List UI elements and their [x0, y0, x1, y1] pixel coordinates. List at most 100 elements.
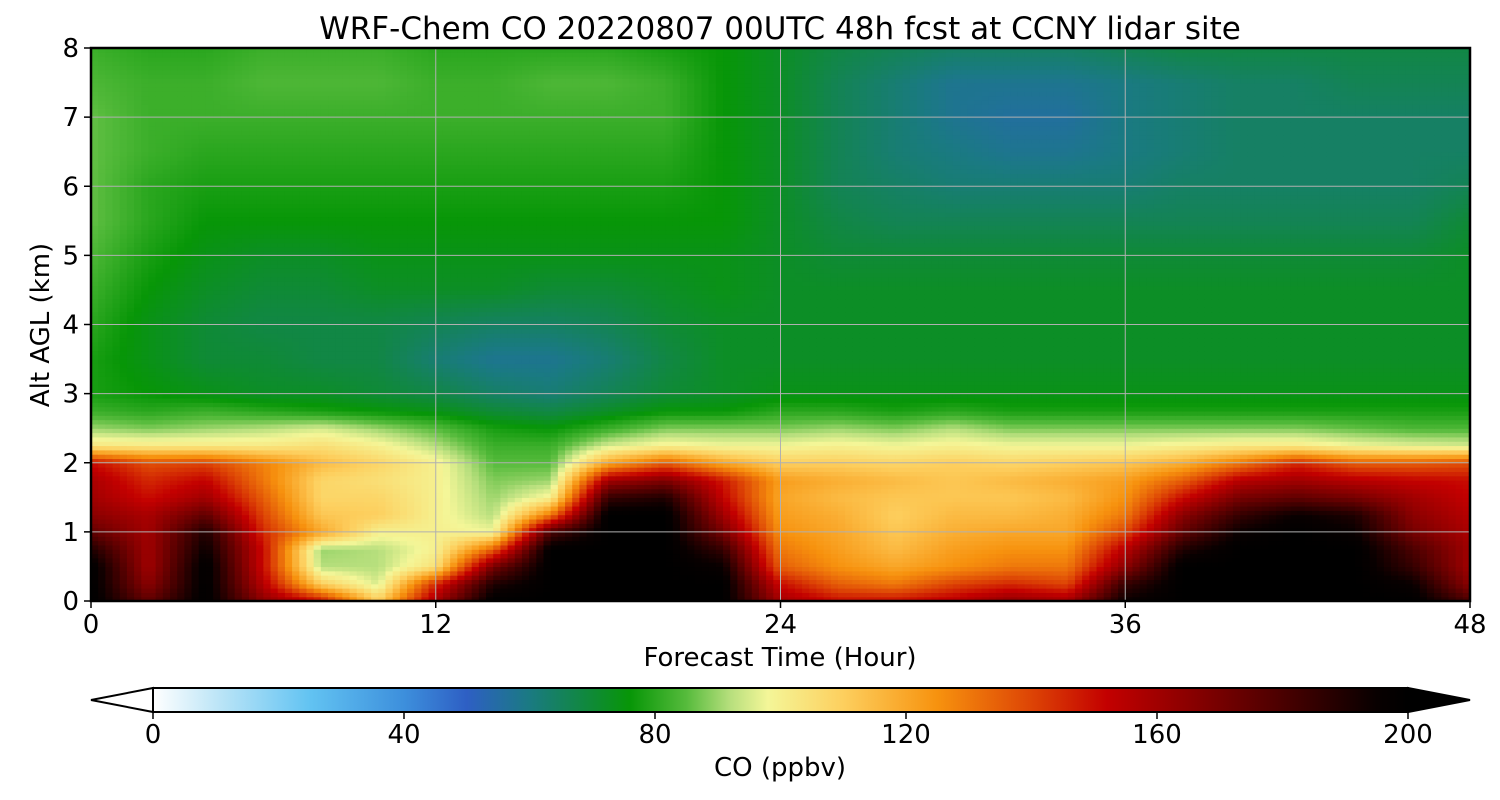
co-cell	[443, 541, 451, 546]
co-cell	[1240, 506, 1248, 511]
co-cell	[917, 558, 925, 563]
co-cell	[357, 553, 365, 558]
co-cell	[1197, 541, 1205, 546]
co-cell	[227, 493, 235, 498]
co-cell	[500, 575, 508, 580]
co-cell	[1168, 562, 1176, 567]
co-cell	[450, 515, 458, 520]
co-cell	[1097, 523, 1105, 528]
co-cell	[1003, 553, 1011, 558]
co-cell	[996, 571, 1004, 576]
co-cell	[450, 575, 458, 580]
co-cell	[120, 588, 128, 593]
co-cell	[1039, 549, 1047, 554]
co-cell	[1283, 497, 1291, 502]
co-cell	[299, 545, 307, 550]
co-cell	[1183, 519, 1191, 524]
co-cell	[1413, 536, 1421, 541]
co-cell	[881, 545, 889, 550]
co-cell	[802, 592, 810, 597]
co-cell	[98, 523, 106, 528]
co-cell	[192, 510, 200, 515]
co-cell	[1233, 588, 1241, 593]
co-cell	[256, 532, 264, 537]
co-cell	[529, 553, 537, 558]
co-cell	[508, 541, 516, 546]
co-cell	[299, 515, 307, 520]
co-cell	[508, 497, 516, 502]
co-cell	[773, 541, 781, 546]
co-cell	[263, 541, 271, 546]
co-cell	[493, 588, 501, 593]
co-cell	[781, 502, 789, 507]
co-cell	[723, 549, 731, 554]
co-cell	[1168, 536, 1176, 541]
co-cell	[421, 523, 429, 528]
co-cell	[141, 541, 149, 546]
co-cell	[852, 562, 860, 567]
co-cell	[314, 553, 322, 558]
co-cell	[666, 502, 674, 507]
co-cell	[788, 536, 796, 541]
co-cell	[227, 545, 235, 550]
co-cell	[795, 523, 803, 528]
co-cell	[1377, 545, 1385, 550]
co-cell	[1003, 506, 1011, 511]
co-cell	[1176, 562, 1184, 567]
co-cell	[572, 532, 580, 537]
co-cell	[1118, 549, 1126, 554]
co-cell	[579, 549, 587, 554]
co-cell	[903, 541, 911, 546]
co-cell	[177, 502, 185, 507]
co-cell	[709, 489, 717, 494]
co-cell	[680, 588, 688, 593]
co-cell	[472, 536, 480, 541]
co-cell	[1068, 502, 1076, 507]
co-cell	[98, 484, 106, 489]
co-cell	[773, 532, 781, 537]
co-cell	[615, 592, 623, 597]
co-cell	[120, 592, 128, 597]
co-cell	[184, 523, 192, 528]
co-cell	[1398, 575, 1406, 580]
co-cell	[1420, 575, 1428, 580]
co-cell	[1369, 584, 1377, 589]
co-cell	[148, 545, 156, 550]
co-cell	[903, 579, 911, 584]
co-cell	[680, 571, 688, 576]
co-cell	[342, 519, 350, 524]
co-cell	[666, 541, 674, 546]
co-cell	[637, 519, 645, 524]
co-cell	[1082, 592, 1090, 597]
co-cell	[364, 562, 372, 567]
co-cell	[1104, 571, 1112, 576]
co-cell	[1413, 588, 1421, 593]
co-cell	[1226, 497, 1234, 502]
co-cell	[601, 541, 609, 546]
co-cell	[256, 493, 264, 498]
co-cell	[615, 523, 623, 528]
co-cell	[213, 493, 221, 498]
co-cell	[845, 584, 853, 589]
co-cell	[98, 532, 106, 537]
co-cell	[1025, 519, 1033, 524]
co-cell	[960, 532, 968, 537]
co-cell	[342, 571, 350, 576]
co-cell	[666, 588, 674, 593]
co-cell	[881, 541, 889, 546]
co-cell	[1025, 558, 1033, 563]
co-cell	[235, 588, 243, 593]
co-cell	[1448, 515, 1456, 520]
co-cell	[1125, 579, 1133, 584]
co-cell	[98, 489, 106, 494]
co-cell	[170, 497, 178, 502]
co-cell	[1298, 575, 1306, 580]
co-cell	[350, 493, 358, 498]
co-cell	[1348, 562, 1356, 567]
co-cell	[443, 549, 451, 554]
co-cell	[1290, 566, 1298, 571]
co-cell	[314, 562, 322, 567]
co-cell	[1190, 545, 1198, 550]
co-cell	[845, 523, 853, 528]
co-cell	[895, 571, 903, 576]
